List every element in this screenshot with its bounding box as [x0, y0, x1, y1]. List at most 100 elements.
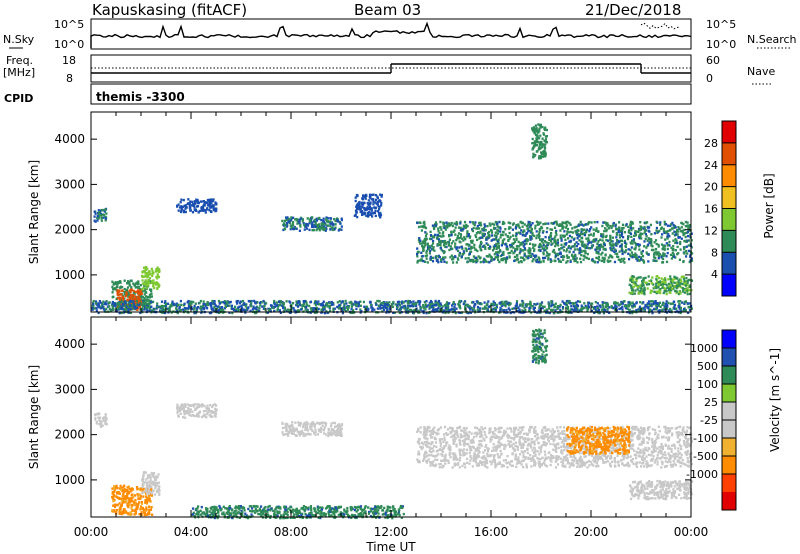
- scatter-cell: [575, 231, 578, 235]
- scatter-cell: [337, 229, 340, 232]
- scatter-cell: [276, 308, 279, 312]
- scatter-cell: [542, 247, 545, 250]
- scatter-cell: [543, 240, 546, 243]
- scatter-cell: [338, 305, 341, 309]
- scatter-cell: [464, 305, 467, 308]
- scatter-cell: [290, 218, 293, 221]
- scatter-cell: [592, 228, 595, 231]
- scatter-cell: [641, 280, 644, 283]
- scatter-cell: [662, 230, 665, 233]
- scatter-cell: [466, 304, 470, 307]
- scatter-cell: [489, 305, 492, 308]
- scatter-cell: [305, 227, 309, 230]
- scatter-cell: [492, 258, 495, 261]
- scatter-cell: [567, 309, 570, 313]
- scatter-cell: [338, 300, 341, 303]
- scatter-cell: [324, 229, 327, 232]
- scatter-cell: [640, 258, 643, 261]
- scatter-cell: [147, 487, 150, 490]
- scatter-cell: [431, 305, 434, 308]
- scatter-cell: [679, 278, 682, 282]
- scatter-cell: [419, 239, 422, 242]
- scatter-cell: [322, 306, 325, 309]
- scatter-cell: [130, 296, 133, 299]
- scatter-cell: [95, 309, 98, 312]
- scatter-cell: [140, 292, 143, 295]
- scatter-cell: [675, 287, 678, 290]
- scatter-cell: [321, 223, 325, 226]
- scatter-cell: [642, 288, 645, 291]
- scatter-cell: [397, 308, 400, 312]
- scatter-cell: [363, 208, 366, 211]
- scatter-cell: [149, 476, 152, 479]
- scatter-cell: [386, 303, 389, 306]
- scatter-cell: [118, 512, 121, 515]
- noise-panel: N.Sky 10^5 10^0 10^5 10^0 N.Search: [3, 18, 797, 51]
- scatter-cell: [193, 307, 196, 310]
- colorbar-swatch: [722, 208, 736, 231]
- scatter-cell: [114, 503, 117, 507]
- scatter-cell: [562, 258, 565, 261]
- scatter-cell: [390, 303, 394, 306]
- scatter-cell: [370, 306, 373, 309]
- scatter-cell: [143, 266, 146, 269]
- scatter-cell: [644, 229, 648, 232]
- scatter-cell: [519, 256, 522, 259]
- scatter-cell: [684, 284, 687, 287]
- scatter-cell: [661, 281, 664, 284]
- scatter-cell: [199, 299, 202, 303]
- scatter-cell: [163, 301, 166, 304]
- scatter-cell: [446, 223, 449, 226]
- scatter-cell: [361, 212, 364, 215]
- scatter-cell: [584, 251, 587, 254]
- scatter-cell: [619, 259, 622, 262]
- scatter-cell: [490, 310, 493, 313]
- scatter-cell: [135, 303, 138, 306]
- scatter-cell: [423, 223, 426, 226]
- scatter-cell: [425, 305, 428, 308]
- scatter-cell: [231, 311, 234, 315]
- scatter-cell: [331, 302, 334, 305]
- scatter-cell: [471, 258, 475, 262]
- scatter-cell: [391, 305, 395, 308]
- scatter-cell: [369, 202, 372, 205]
- scatter-cell: [674, 226, 677, 229]
- scatter-cell: [688, 260, 691, 264]
- colorbar-swatch: [722, 186, 736, 209]
- scatter-cell: [512, 246, 515, 249]
- scatter-cell: [440, 260, 443, 263]
- scatter-cell: [372, 203, 375, 206]
- scatter-cell: [138, 297, 141, 301]
- scatter-cell: [532, 129, 535, 132]
- scatter-cell: [324, 227, 327, 230]
- scatter-cell: [454, 245, 457, 248]
- scatter-cell: [137, 494, 140, 497]
- scatter-cell: [663, 248, 666, 251]
- scatter-cell: [556, 223, 559, 226]
- scatter-cell: [576, 300, 580, 303]
- scatter-cell: [467, 256, 470, 260]
- scatter-cell: [329, 217, 333, 220]
- scatter-cell: [646, 287, 649, 290]
- scatter-cell: [633, 254, 636, 257]
- scatter-cell: [495, 306, 498, 309]
- scatter-cell: [647, 260, 650, 263]
- scatter-cell: [141, 296, 144, 299]
- scatter-cell: [448, 248, 451, 252]
- scatter-cell: [190, 204, 193, 207]
- scatter-cell: [649, 240, 652, 243]
- scatter-cell: [135, 503, 138, 506]
- scatter-cell: [487, 247, 490, 250]
- scatter-cell: [537, 236, 541, 239]
- scatter-cell: [655, 291, 658, 295]
- scatter-cell: [536, 129, 539, 132]
- scatter-cell: [422, 311, 425, 315]
- scatter-cell: [359, 210, 362, 214]
- scatter-cell: [534, 243, 537, 247]
- scatter-cell: [531, 142, 534, 145]
- scatter-cell: [254, 307, 258, 310]
- scatter-cell: [128, 499, 131, 503]
- scatter-cell: [634, 241, 637, 245]
- scatter-cell: [465, 243, 468, 246]
- scatter-cell: [655, 259, 658, 263]
